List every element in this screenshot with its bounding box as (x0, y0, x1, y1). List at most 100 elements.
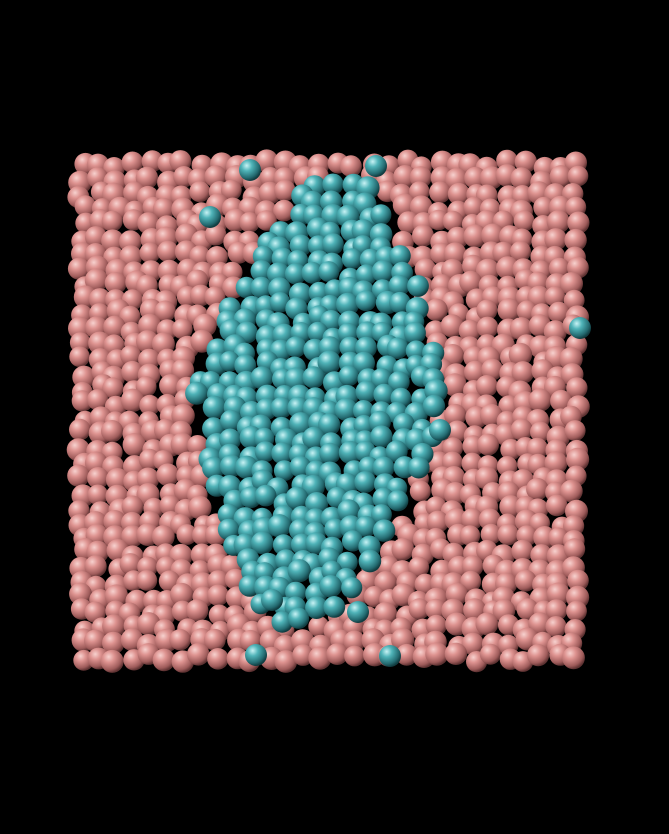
box-particle (442, 210, 464, 232)
box-particle (207, 648, 229, 670)
box-particle (207, 584, 229, 607)
box-particle (444, 642, 468, 665)
box-particle (204, 286, 226, 308)
cluster-particle (388, 371, 410, 393)
box-particle (564, 228, 587, 252)
box-particle (105, 468, 130, 492)
box-particle (567, 569, 589, 592)
cluster-particle (387, 490, 409, 512)
box-particle (461, 632, 484, 656)
box-particle (464, 166, 487, 190)
box-particle (549, 165, 573, 188)
cluster-particle (234, 354, 257, 377)
box-particle (497, 523, 519, 546)
box-particle (152, 648, 176, 672)
cluster-particle (370, 425, 393, 448)
cluster-particle (318, 413, 341, 436)
cluster-particle (254, 484, 277, 507)
cluster-particle (365, 155, 387, 177)
box-particle (274, 179, 296, 202)
cluster-particle (386, 337, 409, 360)
box-particle (340, 155, 362, 178)
cluster-particle (301, 261, 324, 284)
box-particle (461, 452, 483, 474)
box-particle (154, 300, 176, 322)
box-particle (562, 646, 585, 670)
box-particle (425, 598, 447, 620)
box-particle (564, 420, 586, 442)
box-particle (425, 614, 447, 637)
cluster-particle (370, 204, 392, 226)
cluster-particle (250, 276, 273, 299)
box-particle (476, 316, 499, 339)
cluster-particle (569, 317, 591, 339)
cluster-particle (318, 261, 340, 283)
box-particle (87, 484, 109, 506)
cluster-particle (347, 601, 369, 623)
cluster-particle (342, 530, 364, 552)
box-particle (511, 361, 535, 384)
cluster-particle (317, 350, 341, 374)
box-particle (459, 270, 482, 294)
box-particle (74, 195, 97, 217)
box-particle (546, 582, 570, 606)
cluster-particle (355, 264, 377, 286)
box-particle (170, 432, 194, 456)
box-particle (71, 390, 94, 412)
box-particle (103, 315, 126, 338)
box-particle (121, 495, 144, 518)
box-particle (476, 299, 498, 321)
cluster-particle (339, 336, 361, 358)
cluster-particle (250, 260, 273, 282)
cluster-particle (284, 263, 307, 285)
box-particle (426, 510, 449, 533)
cluster-particle (250, 366, 274, 390)
box-particle (152, 198, 175, 220)
cluster-particle (285, 486, 309, 510)
box-particle (141, 150, 164, 172)
cluster-particle (358, 549, 382, 573)
box-particle (135, 166, 159, 189)
cluster-particle (322, 233, 344, 255)
box-particle (527, 644, 550, 667)
box-particle (479, 643, 501, 665)
box-particle (544, 451, 568, 475)
box-particle (169, 629, 191, 651)
box-particle (101, 229, 125, 253)
cluster-particle (322, 173, 344, 195)
box-particle (510, 241, 531, 262)
box-particle (151, 525, 175, 548)
box-particle (429, 181, 451, 204)
box-particle (204, 224, 227, 246)
box-particle (545, 616, 567, 638)
box-particle (392, 193, 416, 217)
cluster-particle (319, 442, 341, 464)
cluster-particle (422, 394, 446, 418)
box-particle (139, 394, 161, 416)
box-particle (533, 196, 555, 219)
box-particle (100, 649, 124, 673)
box-particle (393, 165, 417, 189)
box-particle (239, 212, 260, 233)
box-particle (121, 360, 144, 383)
cluster-particle (355, 380, 378, 403)
box-particle (135, 376, 157, 397)
box-particle (87, 389, 109, 411)
box-particle (546, 210, 570, 234)
cluster-particle (334, 398, 358, 421)
box-particle (255, 149, 279, 173)
cluster-particle (355, 515, 377, 538)
box-particle (528, 612, 552, 636)
cluster-particle (305, 596, 328, 619)
box-particle (458, 319, 481, 342)
box-particle (566, 600, 587, 622)
cluster-particle (403, 322, 426, 344)
box-particle (208, 604, 230, 626)
box-particle (157, 240, 179, 263)
box-particle (447, 182, 470, 206)
box-particle (446, 420, 469, 443)
box-particle (409, 480, 431, 502)
box-particle (69, 418, 91, 441)
box-particle (67, 464, 90, 487)
cluster-particle (389, 291, 411, 314)
